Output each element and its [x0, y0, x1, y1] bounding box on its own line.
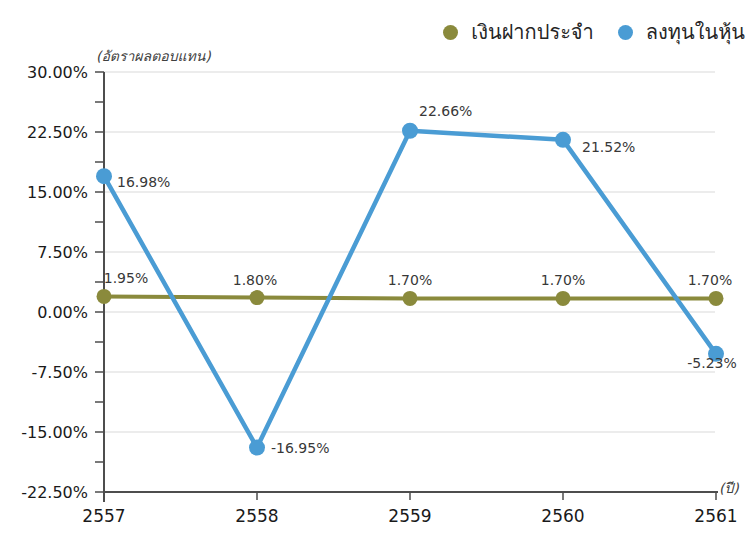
x-tick-label: 2557: [82, 506, 125, 526]
fixed-deposit-point[interactable]: [403, 291, 418, 306]
stock-investment-point[interactable]: [555, 132, 571, 148]
legend-item-fixed-deposit[interactable]: เงินฝากประจำ: [443, 16, 593, 48]
stock-investment-value-label: 21.52%: [582, 139, 635, 155]
stock-investment-value-label: 16.98%: [117, 174, 170, 190]
fixed-deposit-value-label: 1.70%: [541, 272, 585, 288]
stock-investment-point[interactable]: [249, 440, 265, 456]
legend-label-stock-investment: ลงทุนในหุ้น: [646, 16, 745, 48]
y-tick-label: 22.50%: [27, 123, 88, 142]
stock-investment-value-label: -16.95%: [271, 440, 329, 456]
stock-investment-line: [104, 131, 716, 448]
y-tick-label: -15.00%: [21, 423, 88, 442]
chart-container: 30.00% 22.50% 15.00% 7.50% 0.00% -7.50% -15.00…: [0, 0, 753, 537]
fixed-deposit-value-label: 1.80%: [233, 272, 277, 288]
legend-label-fixed-deposit: เงินฝากประจำ: [471, 16, 593, 48]
stock-investment-marker-icon: [618, 25, 633, 40]
fixed-deposit-point[interactable]: [556, 291, 571, 306]
x-tick-label: 2560: [541, 506, 584, 526]
y-tick-label: 15.00%: [27, 183, 88, 202]
stock-investment-point[interactable]: [402, 123, 418, 139]
x-tick-label: 2558: [235, 506, 278, 526]
stock-investment-value-label: -5.23%: [687, 355, 737, 371]
y-tick-label: -22.50%: [21, 483, 88, 502]
x-tick-label: 2561: [694, 506, 737, 526]
y-tick-label: -7.50%: [31, 363, 88, 382]
fixed-deposit-marker-icon: [443, 25, 458, 40]
stock-investment-value-label: 22.66%: [419, 103, 472, 119]
x-tick-label: 2559: [388, 506, 431, 526]
fixed-deposit-value-label: 1.95%: [104, 270, 148, 286]
y-tick-label: 30.00%: [27, 63, 88, 82]
legend: เงินฝากประจำ ลงทุนในหุ้น: [443, 16, 745, 48]
fixed-deposit-point[interactable]: [250, 290, 265, 305]
fixed-deposit-point[interactable]: [709, 291, 724, 306]
y-axis-caption: (อัตราผลตอบแทน): [96, 45, 211, 67]
y-tick-label: 7.50%: [37, 243, 88, 262]
fixed-deposit-point[interactable]: [97, 289, 112, 304]
y-tick-label: 0.00%: [37, 303, 88, 322]
fixed-deposit-value-label: 1.70%: [388, 272, 432, 288]
legend-item-stock-investment[interactable]: ลงทุนในหุ้น: [618, 16, 745, 48]
stock-investment-point[interactable]: [96, 168, 112, 184]
fixed-deposit-value-label: 1.70%: [688, 272, 732, 288]
x-axis-caption: (ปี): [719, 477, 739, 499]
chart-plot: 30.00% 22.50% 15.00% 7.50% 0.00% -7.50% -15.00…: [0, 0, 753, 537]
